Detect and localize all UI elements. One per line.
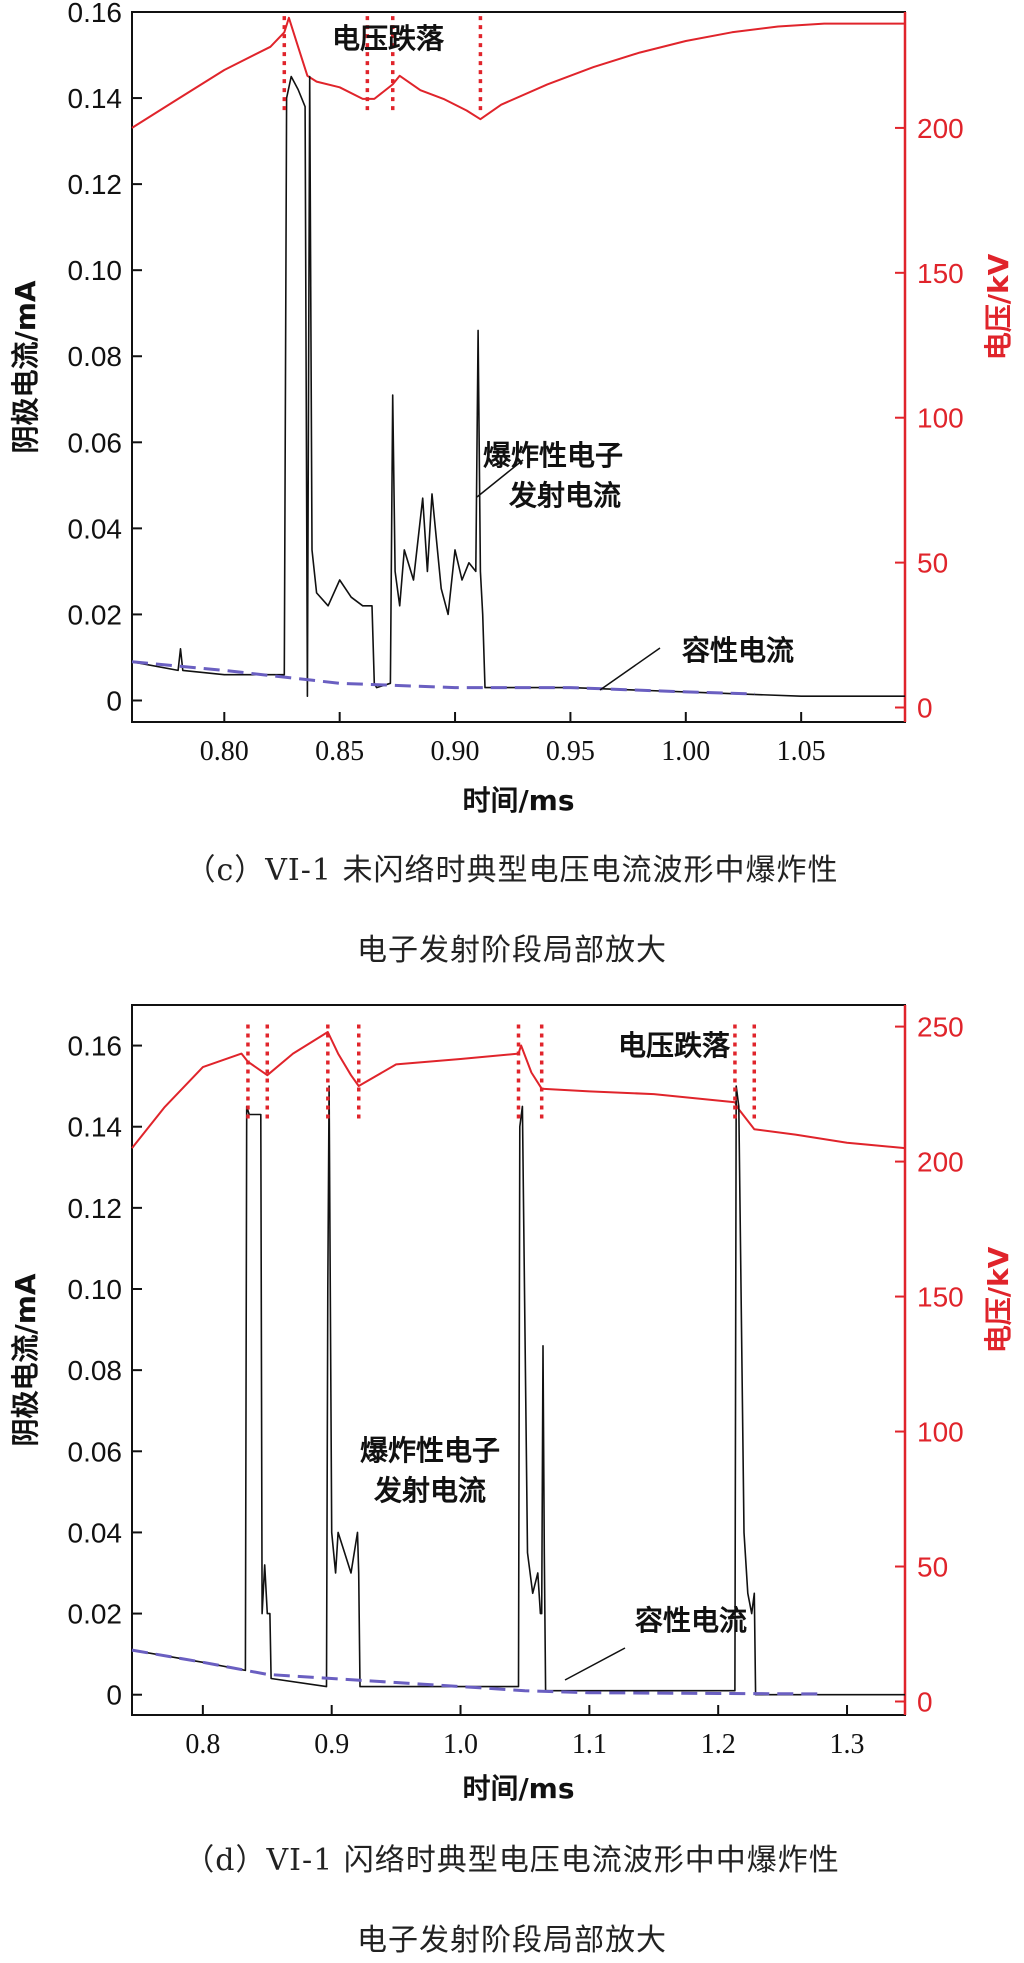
y-tick-label: 0.04: [68, 513, 123, 544]
annotation-explosive-line2: 发射电流: [373, 1474, 486, 1507]
x-tick-label: 1.05: [777, 736, 826, 767]
chart-c: 0 0.02 0.04 0.06 0.08 0.10 0.12 0.14 0.16 0 50 100 1…: [9, 0, 1015, 817]
x-tick-label: 1.0: [443, 1729, 478, 1760]
y-right-tick-label: 250: [917, 1012, 964, 1043]
y-tick-label: 0.06: [68, 1436, 123, 1467]
current-series-line: [131, 75, 905, 698]
y-tick-label: 0.14: [68, 1112, 123, 1143]
y-axis-title: 阴极电流/mA: [9, 1273, 42, 1446]
annotation-explosive-line1: 爆炸性电子: [483, 439, 623, 472]
y-right-tick-label: 150: [917, 1282, 964, 1313]
capacitive-series-line: [131, 1648, 822, 1696]
x-tick-label: 0.95: [546, 736, 595, 767]
y-tick-label: 0.16: [68, 0, 123, 28]
y-tick-label: 0.16: [68, 1031, 123, 1062]
y-tick-label: 0.02: [68, 599, 123, 630]
y-right-tick-label: 200: [917, 113, 964, 144]
x-axis-title: 时间/ms: [462, 784, 574, 817]
x-tick-label: 0.8: [185, 1729, 220, 1760]
caption-c-line2: 电子发射阶段局部放大: [357, 933, 667, 968]
y-axis-title: 阴极电流/mA: [9, 280, 42, 453]
caption-d-line2: 电子发射阶段局部放大: [357, 1923, 667, 1958]
annotation-capacitive: 容性电流: [682, 634, 794, 667]
y-tick-label: 0.02: [68, 1599, 123, 1630]
annotation-explosive-leader: [476, 459, 524, 498]
y-right-axis-title: 电压/kV: [982, 253, 1015, 360]
annotation-voltage-drop: 电压跌落: [618, 1029, 731, 1062]
chart-panel-c: 0 0.02 0.04 0.06 0.08 0.10 0.12 0.14 0.16 0 50 100 1…: [0, 0, 1024, 980]
x-axis-title: 时间/ms: [462, 1772, 574, 1805]
annotation-capacitive-leader: [564, 1647, 626, 1681]
annotation-explosive-line2: 发射电流: [508, 479, 621, 512]
y-tick-label: 0.06: [68, 427, 123, 458]
annotation-capacitive: 容性电流: [635, 1604, 747, 1637]
x-tick-label: 0.9: [314, 1729, 349, 1760]
x-tick-label: 0.80: [200, 736, 249, 767]
y-right-tick-label: 0: [917, 693, 933, 724]
y-right-tick-label: 150: [917, 258, 964, 289]
annotation-voltage-drop: 电压跌落: [332, 22, 445, 55]
y-right-tick-label: 100: [917, 1417, 964, 1448]
y-right-tick-label: 50: [917, 548, 948, 579]
y-tick-label: 0.12: [68, 169, 123, 200]
x-tick-label: 1.2: [701, 1729, 736, 1760]
caption-c-line1: （c）VI-1 未闪络时典型电压电流波形中爆炸性: [185, 853, 839, 888]
y-tick-label: 0.14: [68, 83, 123, 114]
y-right-tick-label: 200: [917, 1147, 964, 1178]
y-right-tick-label: 100: [917, 403, 964, 434]
y-tick-label: 0: [106, 1680, 122, 1711]
plot-frame: [131, 11, 906, 723]
y-tick-label: 0.08: [68, 1355, 123, 1386]
x-tick-label: 0.90: [431, 736, 480, 767]
y-right-tick-label: 50: [917, 1552, 948, 1583]
y-right-tick-label: 0: [917, 1687, 933, 1718]
x-tick-label: 1.00: [661, 736, 710, 767]
x-tick-label: 1.1: [572, 1729, 607, 1760]
y-right-axis-title: 电压/kV: [982, 1246, 1015, 1353]
x-tick-label: 0.85: [315, 736, 364, 767]
y-tick-label: 0: [106, 685, 122, 716]
annotation-capacitive-leader: [599, 647, 661, 691]
y-tick-label: 0.04: [68, 1517, 123, 1548]
voltage-series-line: [131, 16, 905, 129]
capacitive-series-line: [131, 660, 756, 696]
caption-d-line1: （d）VI-1 闪络时典型电压电流波形中中爆炸性: [184, 1843, 840, 1878]
annotation-explosive-line1: 爆炸性电子: [360, 1434, 500, 1467]
y-tick-label: 0.10: [68, 1274, 123, 1305]
current-series-line: [131, 1085, 905, 1696]
y-tick-label: 0.12: [68, 1193, 123, 1224]
y-tick-label: 0.10: [68, 255, 123, 286]
chart-panel-d: 0 0.02 0.04 0.06 0.08 0.10 0.12 0.14 0.16 0 50 100 1…: [0, 980, 1024, 1963]
chart-d: 0 0.02 0.04 0.06 0.08 0.10 0.12 0.14 0.16 0 50 100 1…: [9, 1004, 1015, 1805]
x-tick-label: 1.3: [830, 1729, 865, 1760]
y-tick-label: 0.08: [68, 341, 123, 372]
